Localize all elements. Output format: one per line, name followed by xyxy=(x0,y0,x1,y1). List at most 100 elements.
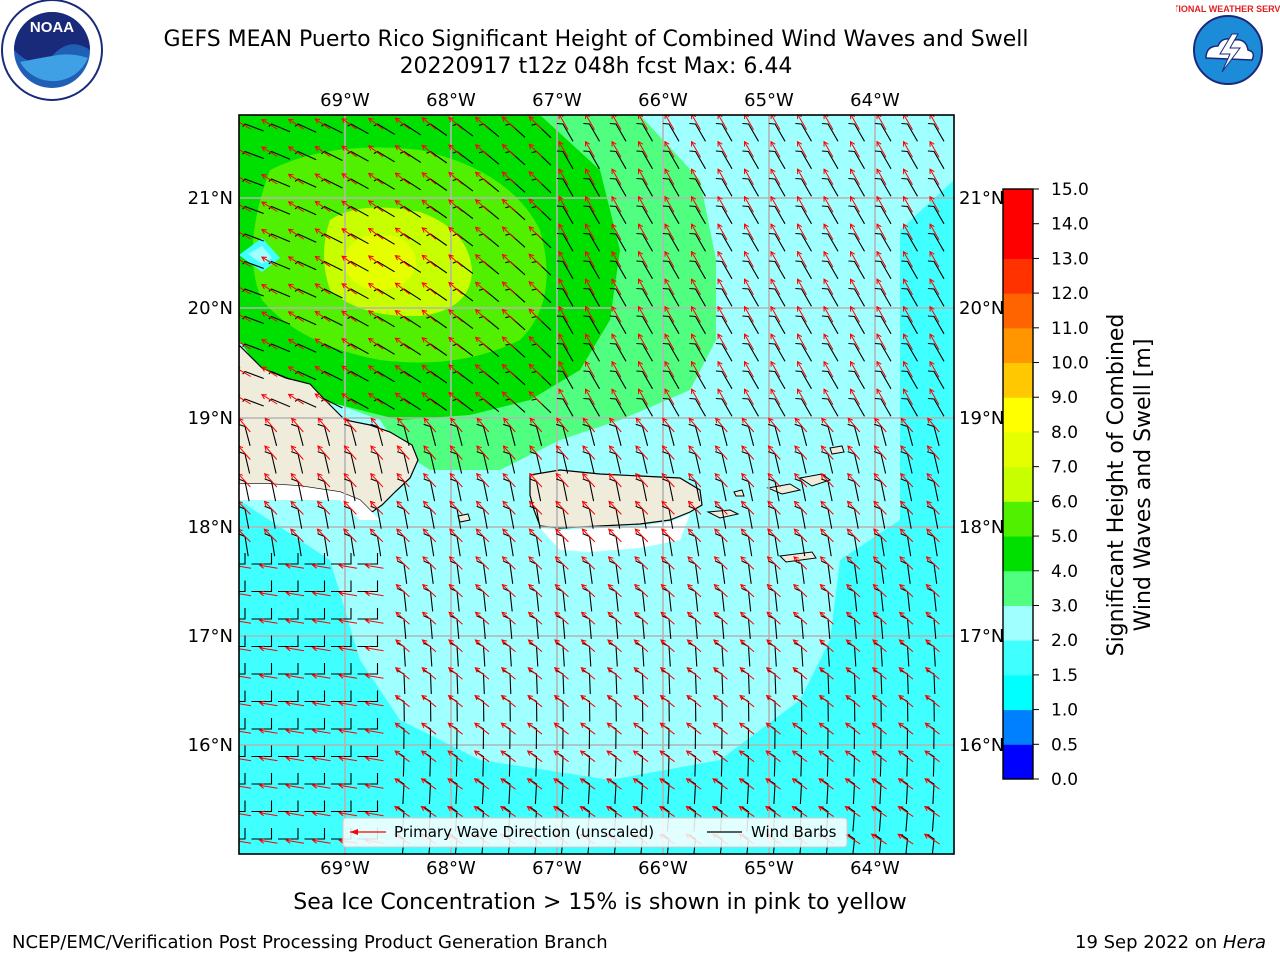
wind-barb xyxy=(331,718,352,730)
wave-direction-arrow xyxy=(606,722,622,735)
wind-barb xyxy=(662,232,680,252)
wave-direction-arrow xyxy=(902,305,913,323)
wave-direction-arrow xyxy=(500,722,516,735)
wind-barb xyxy=(795,370,812,390)
wind-barb xyxy=(426,398,448,411)
wave-direction-arrow xyxy=(796,250,807,268)
wave-direction-arrow xyxy=(687,528,702,543)
wind-barb xyxy=(795,287,812,307)
lat-labels-left: 21°N 20°N 19°N 18°N 17°N 16°N xyxy=(188,188,233,756)
wind-barb xyxy=(449,779,458,805)
wind-barb xyxy=(767,669,777,695)
wave-direction-arrow xyxy=(285,673,305,679)
lon-label: 69°W xyxy=(320,858,370,879)
wave-direction-arrow xyxy=(343,528,357,543)
wave-direction-arrow xyxy=(394,117,410,130)
wind-barb xyxy=(768,232,786,252)
wind-barb xyxy=(251,635,273,648)
wind-barb xyxy=(927,370,945,390)
wind-barb xyxy=(347,150,369,162)
wave-direction-arrow xyxy=(664,168,675,185)
wave-direction-arrow xyxy=(448,199,463,213)
wind-barb xyxy=(373,370,395,383)
colorbar-segment xyxy=(1003,189,1033,225)
wave-direction-arrow xyxy=(923,833,940,845)
wind-barb xyxy=(821,862,828,887)
wind-barb xyxy=(901,862,908,887)
wave-direction-arrow xyxy=(528,335,543,350)
wave-direction-arrow xyxy=(823,388,834,405)
wind-barb xyxy=(874,232,892,252)
wave-direction-arrow xyxy=(448,281,463,295)
wave-direction-arrow xyxy=(394,172,410,185)
wind-barb xyxy=(294,398,317,408)
wind-barb xyxy=(278,718,299,730)
wave-direction-arrow xyxy=(794,417,808,433)
lon-labels-bottom: 69°W 68°W 67°W 66°W 65°W 64°W xyxy=(320,858,900,879)
wind-barb xyxy=(636,342,653,362)
wind-barb xyxy=(252,856,272,867)
wave-direction-arrow xyxy=(611,140,622,158)
wave-direction-arrow xyxy=(287,393,304,405)
wave-direction-arrow xyxy=(688,417,702,433)
wind-barb xyxy=(609,342,627,362)
wind-barb xyxy=(399,315,422,328)
wind-barb xyxy=(795,150,812,170)
wave-direction-arrow xyxy=(316,472,331,488)
wave-direction-arrow xyxy=(421,309,437,323)
wave-direction-arrow xyxy=(660,556,675,570)
wave-direction-arrow xyxy=(740,556,755,570)
wind-barb xyxy=(900,806,909,832)
wave-direction-arrow xyxy=(611,333,622,350)
colorbar-tick-label: 0.5 xyxy=(1051,735,1078,755)
wave-direction-arrow xyxy=(584,140,595,158)
wind-barb xyxy=(582,669,591,695)
wave-direction-arrow xyxy=(609,417,622,433)
wave-direction-arrow xyxy=(664,195,675,213)
wave-direction-arrow xyxy=(341,145,357,158)
wind-barb xyxy=(821,260,839,280)
wind-barb xyxy=(609,315,627,335)
wave-direction-arrow xyxy=(258,645,278,652)
wind-barb xyxy=(502,669,512,695)
colorbar-ticks: 0.0 0.5 1.0 1.5 2.0 3.0 4.0 5.0 6.0 7.0 8.0 9.0 10.0… xyxy=(1033,180,1089,790)
wind-barb xyxy=(529,669,538,695)
wind-barb xyxy=(609,287,627,307)
wind-barb xyxy=(820,669,830,695)
wind-barb xyxy=(662,287,680,307)
wave-direction-arrow xyxy=(314,365,331,378)
wind-barb xyxy=(399,288,422,301)
wind-barb xyxy=(715,397,733,417)
wave-direction-arrow xyxy=(902,360,913,378)
wave-direction-arrow xyxy=(394,364,410,378)
lon-label: 68°W xyxy=(426,858,476,879)
wind-barb xyxy=(873,779,882,805)
wave-direction-arrow xyxy=(341,118,357,130)
wind-barb xyxy=(609,150,627,170)
wave-direction-arrow xyxy=(239,257,251,267)
wave-direction-arrow xyxy=(664,140,675,158)
wind-barb xyxy=(848,150,865,170)
wind-barb xyxy=(556,150,574,170)
wind-barb xyxy=(239,828,246,840)
wave-direction-arrow xyxy=(239,229,251,240)
wind-barb xyxy=(426,205,448,219)
wave-direction-arrow xyxy=(770,223,781,240)
wind-barb xyxy=(304,553,326,565)
wind-barb xyxy=(689,232,706,252)
wave-direction-arrow xyxy=(554,611,569,625)
wave-direction-arrow xyxy=(287,228,304,240)
colorbar-tick-label: 5.0 xyxy=(1051,527,1078,547)
wave-direction-arrow xyxy=(765,778,781,790)
wave-direction-arrow xyxy=(421,337,437,350)
wind-barb xyxy=(847,779,856,805)
wind-barb xyxy=(278,856,298,867)
wave-direction-arrow xyxy=(314,255,331,268)
wave-direction-arrow xyxy=(314,118,331,130)
wind-barb xyxy=(715,177,733,197)
wind-barb xyxy=(426,260,448,274)
footer-date: 19 Sep 2022 on Hera xyxy=(1075,932,1266,953)
wave-direction-arrow xyxy=(792,611,808,625)
wave-direction-arrow xyxy=(580,611,596,625)
wave-direction-arrow xyxy=(711,805,728,818)
